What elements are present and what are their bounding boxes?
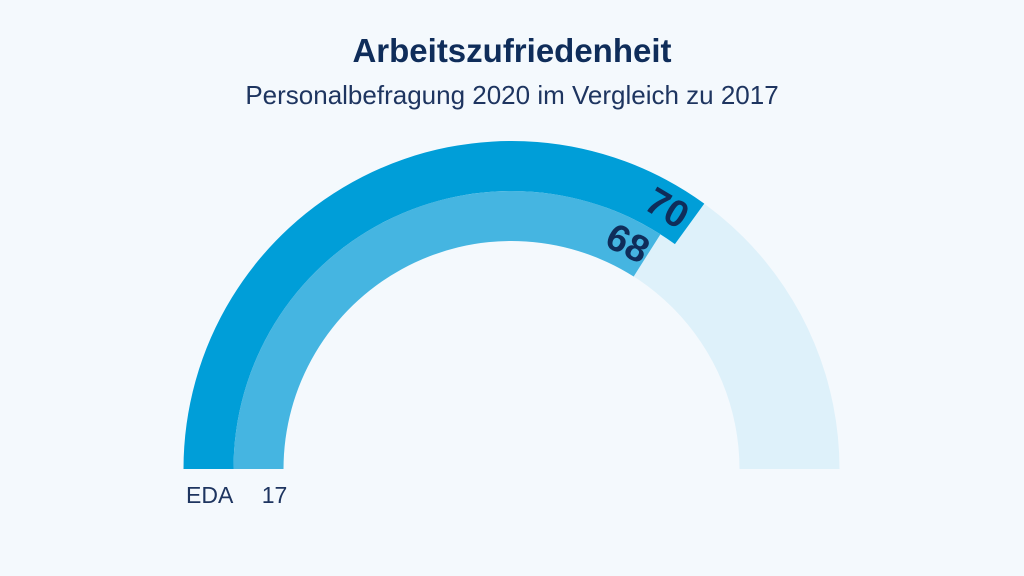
chart-subtitle: Personalbefragung 2020 im Vergleich zu 2…: [245, 80, 779, 110]
legend-org: EDA: [186, 482, 234, 508]
gauge-arc-1: [233, 191, 661, 469]
gauge-arc-0: [183, 141, 705, 470]
legend-year: 17: [261, 482, 288, 508]
legend: EDA 17: [186, 482, 309, 509]
chart-title: Arbeitszufriedenheit: [352, 32, 672, 69]
